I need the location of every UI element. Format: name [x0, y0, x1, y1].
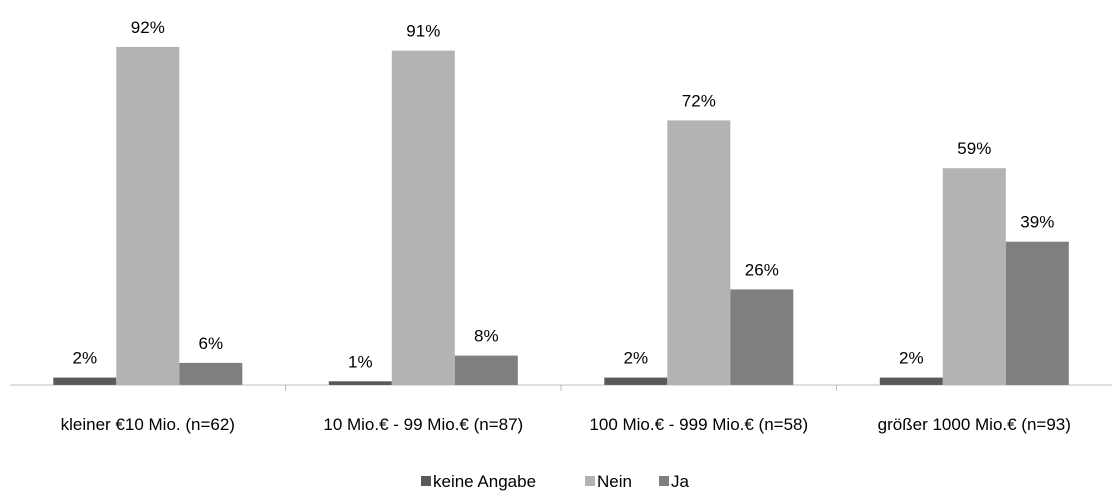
- bar-ja: [730, 289, 794, 385]
- data-label: 1%: [348, 352, 373, 371]
- data-label: 92%: [131, 18, 165, 37]
- bar-nein: [391, 50, 455, 385]
- data-label: 26%: [745, 260, 779, 279]
- data-label: 39%: [1020, 213, 1054, 232]
- data-label: 91%: [406, 22, 440, 41]
- legend-label: Ja: [671, 472, 690, 491]
- category-label: kleiner €10 Mio. (n=62): [61, 415, 235, 434]
- bar-keine-angabe: [879, 377, 943, 385]
- bar-ja: [1005, 241, 1069, 385]
- bar-keine-angabe: [328, 381, 392, 385]
- legend-label: Nein: [597, 472, 632, 491]
- data-label: 6%: [199, 334, 224, 353]
- bar-nein: [116, 46, 180, 386]
- bar-nein: [942, 168, 1006, 385]
- category-label: größer 1000 Mio.€ (n=93): [878, 415, 1071, 434]
- category-label: 10 Mio.€ - 99 Mio.€ (n=87): [323, 415, 523, 434]
- bars: [53, 46, 1069, 386]
- bar-nein: [667, 120, 731, 386]
- data-label: 2%: [73, 349, 98, 368]
- data-label: 59%: [957, 139, 991, 158]
- legend-swatch: [421, 476, 431, 486]
- data-label: 72%: [682, 91, 716, 110]
- category-ticks: [285, 385, 837, 391]
- legend-swatch: [585, 476, 595, 486]
- category-label: 100 Mio.€ - 999 Mio.€ (n=58): [589, 415, 808, 434]
- legend-swatch: [659, 476, 669, 486]
- data-label: 2%: [899, 349, 924, 368]
- bar-ja: [454, 355, 518, 385]
- data-label: 2%: [624, 349, 649, 368]
- bar-keine-angabe: [53, 377, 117, 385]
- legend-label: keine Angabe: [433, 472, 536, 491]
- category-labels: kleiner €10 Mio. (n=62) 10 Mio.€ - 99 Mio…: [61, 415, 1071, 434]
- data-labels: 2% 92% 6% 1% 91% 8% 2% 72% 26% 2% 59% 39%: [73, 18, 1055, 371]
- bar-ja: [179, 362, 243, 385]
- legend: keine Angabe Nein Ja: [421, 472, 690, 491]
- bar-keine-angabe: [604, 377, 668, 385]
- data-label: 8%: [474, 327, 499, 346]
